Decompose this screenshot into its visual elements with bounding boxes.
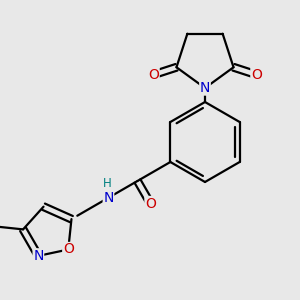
Text: O: O bbox=[63, 242, 74, 256]
Text: N: N bbox=[200, 81, 210, 95]
Text: O: O bbox=[145, 196, 156, 211]
Text: N: N bbox=[103, 191, 114, 205]
Text: N: N bbox=[33, 249, 43, 263]
Text: H: H bbox=[103, 177, 112, 190]
Text: O: O bbox=[251, 68, 262, 82]
Text: O: O bbox=[148, 68, 159, 82]
